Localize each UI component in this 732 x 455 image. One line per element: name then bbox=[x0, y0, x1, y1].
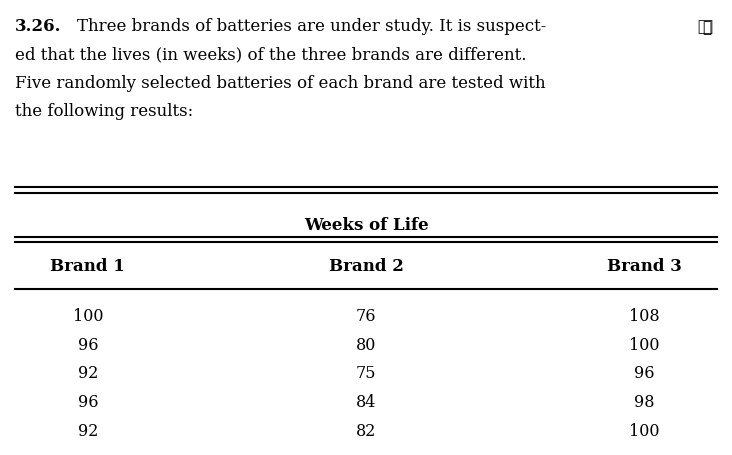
Text: 84: 84 bbox=[356, 393, 376, 410]
Text: Brand 3: Brand 3 bbox=[607, 257, 681, 274]
Text: Five randomly selected batteries of each brand are tested with: Five randomly selected batteries of each… bbox=[15, 75, 545, 91]
Text: 76: 76 bbox=[356, 307, 376, 324]
Text: Three brands of batteries are under study. It is suspect-: Three brands of batteries are under stud… bbox=[77, 18, 546, 35]
Text: 92: 92 bbox=[78, 364, 98, 381]
Text: 📖: 📖 bbox=[703, 20, 712, 35]
Text: 100: 100 bbox=[72, 307, 103, 324]
Text: Brand 2: Brand 2 bbox=[329, 257, 403, 274]
Text: 75: 75 bbox=[356, 364, 376, 381]
Text: 100: 100 bbox=[629, 422, 660, 439]
Text: 98: 98 bbox=[634, 393, 654, 410]
Text: Brand 1: Brand 1 bbox=[51, 257, 125, 274]
Text: 3.26.: 3.26. bbox=[15, 18, 61, 35]
Text: ed that the lives (in weeks) of the three brands are different.: ed that the lives (in weeks) of the thre… bbox=[15, 46, 526, 63]
Text: 96: 96 bbox=[634, 364, 654, 381]
Text: 108: 108 bbox=[629, 307, 660, 324]
Text: 100: 100 bbox=[629, 336, 660, 353]
Text: Weeks of Life: Weeks of Life bbox=[304, 216, 428, 233]
Text: 92: 92 bbox=[78, 422, 98, 439]
Text: 80: 80 bbox=[356, 336, 376, 353]
Text: 82: 82 bbox=[356, 422, 376, 439]
Text: □: □ bbox=[697, 18, 714, 36]
Text: 96: 96 bbox=[78, 393, 98, 410]
Text: the following results:: the following results: bbox=[15, 103, 193, 120]
Text: 96: 96 bbox=[78, 336, 98, 353]
